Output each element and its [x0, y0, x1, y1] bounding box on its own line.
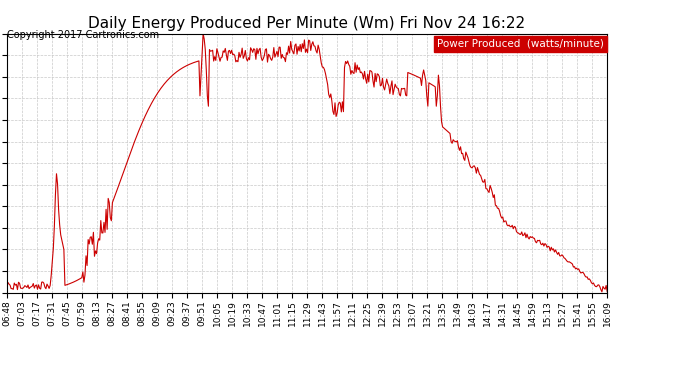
Text: Copyright 2017 Cartronics.com: Copyright 2017 Cartronics.com [7, 30, 159, 39]
Title: Daily Energy Produced Per Minute (Wm) Fri Nov 24 16:22: Daily Energy Produced Per Minute (Wm) Fr… [88, 16, 526, 31]
Text: Power Produced  (watts/minute): Power Produced (watts/minute) [437, 39, 604, 49]
